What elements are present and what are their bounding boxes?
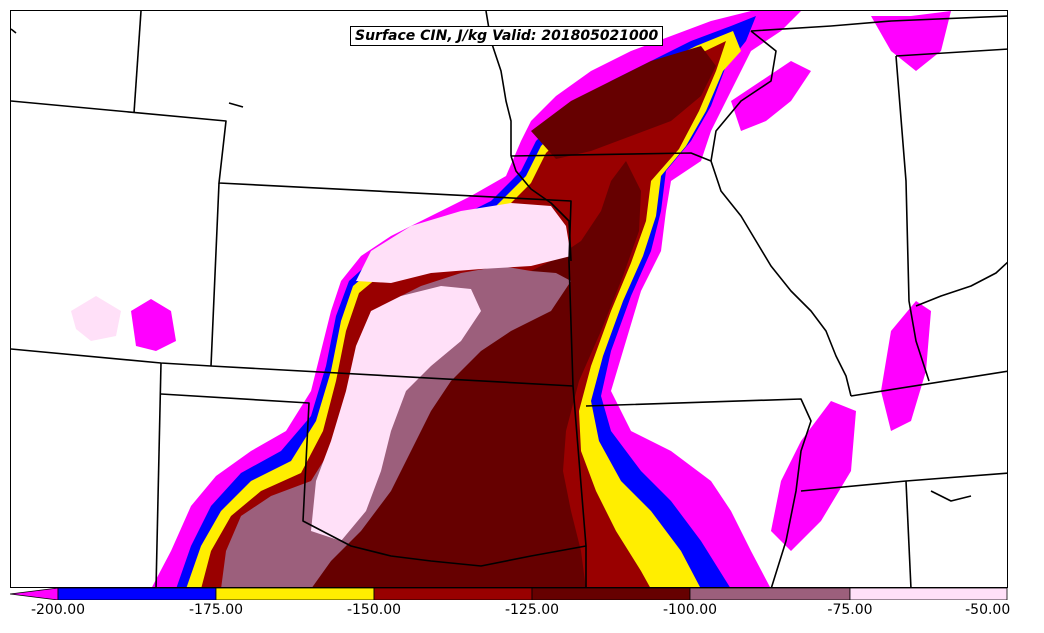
colorbar-tick-label: -200.00 [30,602,86,618]
border-line [710,160,852,397]
cin-region-magenta-ne [731,61,811,131]
colorbar-svg [10,588,1008,600]
map-panel: Surface CIN, J/kg Valid: 201805021000 [10,10,1008,588]
border-line [905,480,912,587]
border-line [11,100,574,387]
colorbar-arrow [10,588,59,600]
cin-region-magenta-top [871,11,951,71]
state-borders [11,11,1007,587]
colorbar-segment-yellow [215,588,375,600]
cin-region-maroon-n [531,46,716,159]
border-line [895,48,1007,57]
border-line [895,55,930,382]
cin-region-mauve [221,266,571,587]
border-line [510,152,712,162]
border-line [850,370,1007,397]
colorbar-tick-label: -150.00 [346,602,402,618]
cin-region-pale [311,286,481,541]
colorbar-tick-label: -75.00 [827,602,873,618]
border-line [11,28,17,34]
border-line [710,30,777,162]
colorbar-segment-darkred [373,588,533,600]
border-line [572,385,587,587]
map-title: Surface CIN, J/kg Valid: 201805021000 [350,26,664,46]
border-line [930,490,972,502]
border-line [510,155,572,262]
cin-region-magenta-east [881,301,931,431]
border-line [133,11,142,114]
colorbar-tick-label: -125.00 [504,602,560,618]
colorbar-segment-mauve [689,588,851,600]
cin-region-pale-n [356,203,571,283]
border-line [915,261,1007,307]
colorbar-segment-maroon [531,588,691,600]
border-line [228,102,244,108]
border-line [210,182,220,367]
cin-region-magenta-west [131,299,176,351]
border-line [585,398,812,587]
border-line [750,15,1007,32]
border-line [11,348,574,387]
border-line [160,393,587,567]
colorbar-tick-label: -175.00 [188,602,244,618]
colorbar [10,588,1008,600]
border-line [155,362,162,587]
colorbar-segment-blue [57,588,217,600]
colorbar-segment-pale [849,588,1008,600]
colorbar-tick-label: -100.00 [662,602,718,618]
colorbar-tick-label: -50.00 [965,602,1011,618]
cin-region-magenta-se [771,401,856,551]
cin-region-pale-west [71,296,121,341]
cin-map [11,11,1007,587]
